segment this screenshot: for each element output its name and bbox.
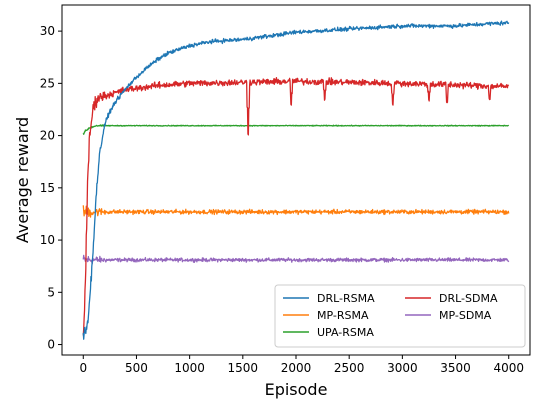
legend-label: UPA-RSMA: [317, 326, 374, 339]
y-tick-label: 30: [40, 24, 55, 38]
x-axis: 0 500 1000 1500 2000 2500 3000 3500 4000: [79, 355, 524, 375]
y-tick-label: 15: [40, 181, 55, 195]
legend-label: MP-SDMA: [439, 309, 492, 322]
y-tick-label: 25: [40, 76, 55, 90]
y-tick-label: 5: [47, 285, 55, 299]
y-tick-label: 20: [40, 129, 55, 143]
x-tick-label: 4000: [493, 361, 524, 375]
x-tick-label: 0: [79, 361, 87, 375]
x-axis-label: Episode: [265, 380, 328, 399]
x-tick-label: 500: [125, 361, 148, 375]
x-tick-label: 1500: [228, 361, 259, 375]
x-tick-label: 2000: [281, 361, 312, 375]
y-axis: 0 5 10 15 20 25 30: [40, 24, 62, 352]
series-line-drl-sdma: [82, 77, 510, 336]
series-line-mp-rsma: [82, 205, 510, 218]
legend-label: DRL-SDMA: [439, 292, 498, 305]
series-line-upa-rsma: [82, 124, 510, 135]
series-line-mp-sdma: [82, 254, 510, 265]
x-tick-label: 3000: [387, 361, 418, 375]
y-axis-label: Average reward: [13, 117, 32, 243]
legend-box: [274, 284, 526, 348]
x-tick-label: 1000: [174, 361, 205, 375]
legend-label: DRL-RSMA: [317, 292, 375, 305]
y-tick-label: 10: [40, 233, 55, 247]
x-tick-label: 3500: [440, 361, 471, 375]
legend-label: MP-RSMA: [317, 309, 369, 322]
plot-lines: [82, 20, 510, 340]
y-tick-label: 0: [47, 338, 55, 352]
series-line-drl-rsma: [82, 20, 510, 340]
legend: DRL-RSMA MP-RSMA UPA-RSMA DRL-SDMA MP-SDMA: [274, 284, 526, 348]
x-tick-label: 2500: [334, 361, 365, 375]
